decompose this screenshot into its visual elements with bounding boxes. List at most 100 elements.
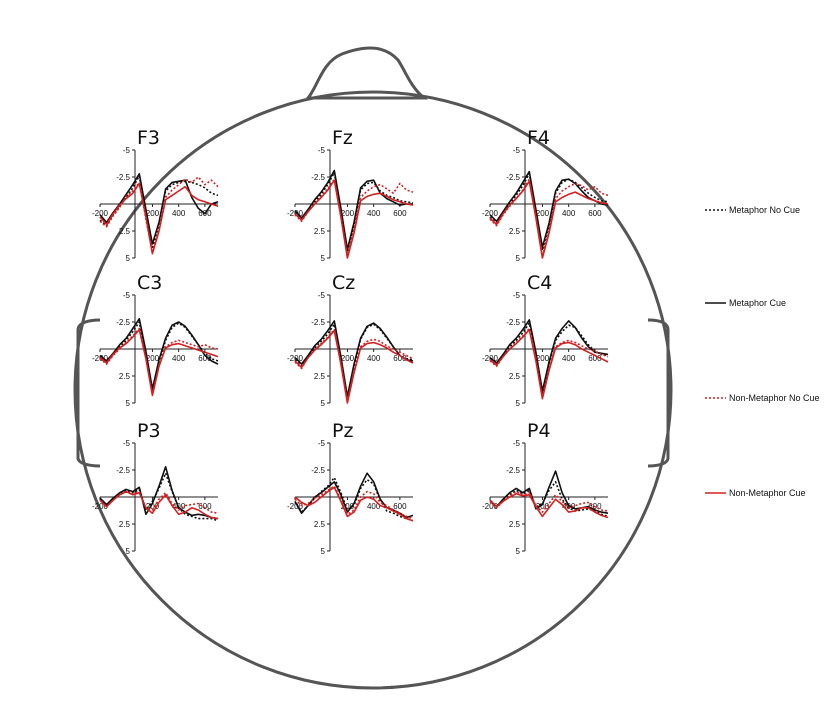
y-tick-label: 5: [126, 254, 131, 263]
y-tick-label: -2.5: [506, 173, 520, 182]
electrode-plot-cz: Cz-5-2.52.55-200 200 400 600: [287, 272, 414, 408]
x-tick-label: 600: [198, 502, 212, 511]
x-tick-label: 200: [146, 502, 160, 511]
x-tick-label: 600: [393, 502, 407, 511]
y-tick-label: -2.5: [116, 173, 130, 182]
waveform-non-metaphor-cue: [294, 486, 414, 522]
y-tick-label: 5: [321, 254, 326, 263]
electrode-label: Fz: [332, 127, 353, 149]
waveform-metaphor-cue: [489, 470, 609, 514]
electrode-plot-c4: C4-5-2.52.55-200 200 400 600: [482, 272, 609, 408]
waveform-non-metaphor-cue: [489, 328, 609, 400]
waveform-metaphor-cue: [99, 466, 219, 520]
x-tick-label: 400: [172, 209, 186, 218]
waveform-non-metaphor-cue: [99, 490, 219, 520]
x-tick-label: 400: [172, 354, 186, 363]
y-tick-label: 2.5: [314, 227, 326, 236]
waveform-non-metaphor-no-cue: [99, 176, 219, 254]
x-tick-label: 200: [341, 209, 355, 218]
waveform-non-metaphor-no-cue: [99, 490, 219, 514]
electrode-label: F4: [527, 127, 550, 149]
y-tick-label: -5: [123, 146, 131, 155]
y-tick-label: 2.5: [119, 372, 131, 381]
electrode-plot-c3: C3-5-2.52.55-200 200 400 600: [92, 272, 219, 408]
y-tick-label: -2.5: [311, 466, 325, 475]
legend-label: Metaphor No Cue: [729, 205, 800, 215]
legend-label: Non-Metaphor No Cue: [729, 393, 820, 403]
x-tick-label: 400: [367, 502, 381, 511]
head-left-ear: [76, 318, 101, 468]
electrode-label: Pz: [332, 420, 353, 442]
x-tick-label: 600: [393, 354, 407, 363]
electrode-label: P3: [137, 420, 161, 442]
x-tick-label: 600: [198, 354, 212, 363]
legend-label: Metaphor Cue: [729, 298, 786, 308]
y-tick-label: 2.5: [119, 520, 131, 529]
electrode-plot-p4: P4-5-2.52.55-200 200 400 600: [482, 420, 609, 556]
electrode-plot-pz: Pz -5 -2.5 2.5 5 -200 200 400 600: [287, 420, 414, 556]
x-tick-label: 400: [562, 354, 576, 363]
legend-item: Metaphor No Cue: [705, 205, 800, 215]
x-tick-label: 200: [146, 354, 160, 363]
y-tick-label: -2.5: [116, 466, 130, 475]
y-tick-label: -5: [513, 291, 521, 300]
electrode-label: P4: [527, 420, 551, 442]
electrode-label: Cz: [332, 272, 355, 294]
y-tick-label: -5: [318, 146, 326, 155]
x-tick-label: -200: [92, 209, 109, 218]
head-outline: [73, 46, 673, 690]
electrode-label: F3: [137, 127, 160, 149]
y-tick-label: 2.5: [314, 372, 326, 381]
y-tick-label: 5: [516, 547, 521, 556]
y-tick-label: 2.5: [314, 520, 326, 529]
x-tick-label: 200: [341, 502, 355, 511]
legend-item: Non-Metaphor Cue: [705, 488, 806, 498]
waveform-metaphor-cue: [489, 170, 609, 248]
y-tick-label: 5: [126, 399, 131, 408]
x-tick-label: -200: [92, 502, 109, 511]
y-tick-label: 5: [321, 399, 326, 408]
y-tick-label: 5: [321, 547, 326, 556]
x-tick-label: -200: [482, 209, 499, 218]
y-tick-label: 5: [126, 547, 131, 556]
x-tick-label: 600: [588, 209, 602, 218]
waveform-metaphor-cue: [294, 472, 414, 519]
y-tick-label: 5: [516, 254, 521, 263]
waveform-non-metaphor-cue: [99, 328, 219, 397]
legend-label: Non-Metaphor Cue: [729, 488, 806, 498]
waveform-non-metaphor-cue: [294, 329, 414, 404]
y-tick-label: -5: [123, 291, 131, 300]
y-tick-label: -5: [318, 439, 326, 448]
x-tick-label: 400: [367, 209, 381, 218]
y-tick-label: -5: [318, 291, 326, 300]
y-tick-label: 2.5: [509, 520, 521, 529]
electrode-plot-f4: F4 -5 -2.5 2.5 5 -200 200 400 600: [482, 127, 609, 263]
waveform-non-metaphor-cue: [294, 179, 414, 259]
y-tick-label: -2.5: [311, 173, 325, 182]
electrode-plot-p3: P3-5-2.52.55-200 200 400 600: [92, 420, 219, 556]
head-nose: [304, 46, 429, 100]
y-tick-label: -5: [513, 146, 521, 155]
waveform-metaphor-cue: [294, 169, 413, 251]
y-tick-label: 2.5: [119, 227, 131, 236]
x-tick-label: -200: [482, 502, 499, 511]
waveform-metaphor-no-cue: [489, 322, 609, 395]
electrode-plot-f3: F3-5-2.52.55-200 200 400 600: [92, 127, 219, 263]
x-tick-label: 200: [536, 502, 550, 511]
y-tick-label: 2.5: [509, 372, 521, 381]
x-tick-label: -200: [287, 502, 304, 511]
x-tick-label: 200: [146, 209, 160, 218]
waveform-non-metaphor-no-cue: [294, 328, 414, 402]
waveform-metaphor-no-cue: [489, 481, 609, 518]
x-tick-label: 200: [536, 354, 550, 363]
electrode-label: C3: [137, 272, 162, 294]
waveform-non-metaphor-cue: [489, 493, 609, 519]
y-tick-label: 5: [516, 399, 521, 408]
waveform-metaphor-cue: [294, 320, 414, 398]
y-tick-label: -5: [513, 439, 521, 448]
y-tick-label: -2.5: [311, 318, 325, 327]
waveform-non-metaphor-no-cue: [294, 485, 414, 520]
waveform-metaphor-no-cue: [294, 476, 414, 522]
head-circle: [73, 90, 673, 690]
y-tick-label: -2.5: [116, 318, 130, 327]
